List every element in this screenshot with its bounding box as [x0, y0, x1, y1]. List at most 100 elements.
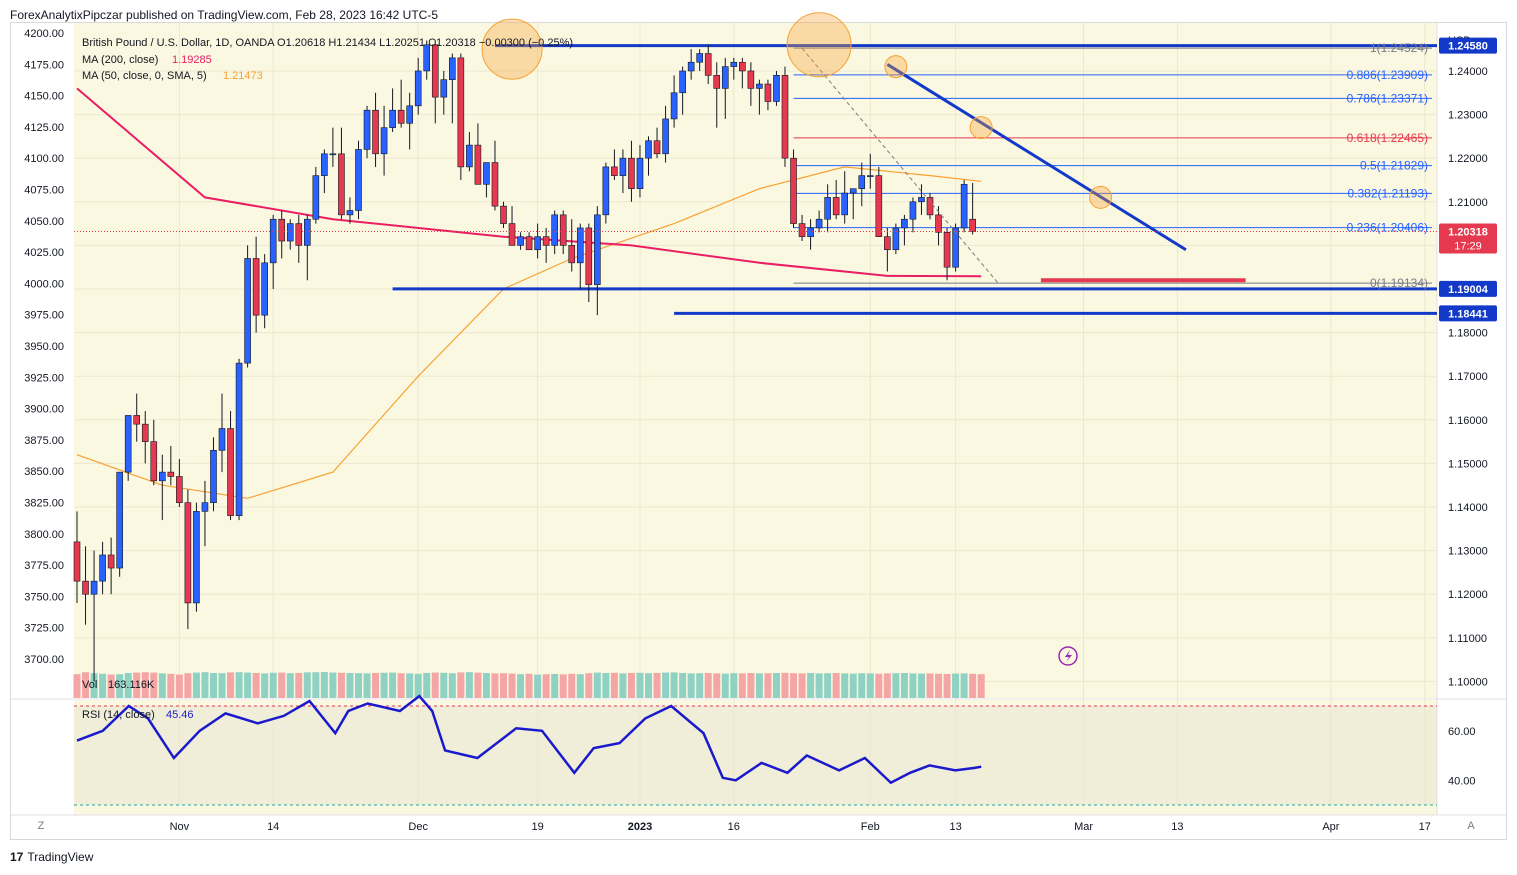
left-axis: 4200.00 4175.00 4150.00 4125.00 4100.00 4075.…	[24, 28, 64, 666]
candle-body	[798, 223, 806, 237]
price-tick-label: 1.12000	[1448, 589, 1488, 601]
price-tags: 1.24580 1.19004 1.18441 1.20318 17:29	[74, 37, 1497, 322]
candle-body	[261, 262, 268, 316]
volume-bar	[576, 674, 584, 698]
volume-bar	[798, 673, 806, 698]
level-tag: 1.24580	[1448, 41, 1488, 53]
volume-bar	[389, 672, 397, 698]
volume-bar	[900, 672, 908, 698]
volume-bar	[465, 672, 473, 698]
volume-bar	[952, 673, 960, 698]
current-price-tag: 1.20318	[1448, 227, 1488, 239]
volume-bar	[764, 673, 772, 698]
fib-level-label: 0.786(1.23371)	[1347, 91, 1428, 105]
volume-bar	[354, 673, 362, 698]
candle-body	[406, 105, 413, 124]
volume-bar	[534, 674, 542, 698]
time-tick-label: 14	[267, 821, 279, 833]
candle-body	[713, 75, 721, 89]
fib-level-label: 0.5(1.21829)	[1360, 159, 1428, 173]
volume-bar	[73, 674, 81, 698]
volume-bar	[960, 673, 968, 698]
candle-body	[124, 415, 132, 473]
price-axis[interactable]: 1.240001.230001.220001.210001.200001.190…	[1448, 66, 1488, 688]
left-tick-label: 3850.00	[24, 466, 64, 478]
volume-bar	[482, 672, 490, 698]
volume-bar	[662, 672, 670, 698]
rsi-band	[74, 706, 1437, 805]
auto-scale-button[interactable]: A	[1467, 820, 1475, 832]
candle-body	[235, 362, 243, 517]
volume-bar	[738, 673, 746, 698]
volume-bar	[184, 673, 192, 698]
fib-level-label: 0.886(1.23909)	[1347, 68, 1428, 82]
candle-body	[875, 175, 883, 237]
candle-body	[278, 218, 286, 242]
left-tick-label: 4175.00	[24, 59, 64, 71]
price-tick-label: 1.24000	[1448, 66, 1488, 78]
volume-bar	[363, 673, 371, 698]
left-tick-label: 3950.00	[24, 341, 64, 353]
candle-body	[602, 166, 610, 216]
zoom-button[interactable]: Z	[38, 820, 45, 832]
fibonacci-retracement[interactable]: 1(1.24524) 0.886(1.23909) 0.786(1.23371) 0.…	[793, 41, 1432, 290]
price-tick-label: 1.17000	[1448, 371, 1488, 383]
time-tick-label: 17	[1419, 821, 1431, 833]
legend-volume-value: 163.116K	[108, 679, 155, 691]
volume-bar	[670, 672, 678, 698]
volume-bar	[585, 673, 593, 698]
ma200-line	[76, 87, 982, 278]
left-tick-label: 4025.00	[24, 247, 64, 259]
candle-body	[747, 70, 755, 89]
price-tick-label: 1.10000	[1448, 676, 1488, 688]
left-tick-label: 3700.00	[24, 654, 64, 666]
candle-body	[568, 245, 576, 264]
volume-bar	[935, 673, 943, 698]
drawings[interactable]	[481, 12, 1246, 284]
candle-body	[884, 236, 891, 251]
level-tag-bg	[1439, 37, 1497, 54]
volume-bar	[329, 672, 337, 698]
volume-bar	[167, 673, 175, 698]
volume-bar	[380, 672, 388, 698]
candle-body	[662, 118, 669, 155]
chart-frame	[10, 22, 1507, 840]
candle-body	[559, 214, 567, 246]
candle-body	[440, 79, 448, 98]
volume-bar	[645, 673, 653, 698]
replay-lightning-icon[interactable]	[1058, 646, 1078, 666]
time-axis[interactable]: Nov 14 Dec 19 2023 16 Feb 13 Mar 13 Apr 17 Z A	[38, 820, 1476, 833]
candle-body	[926, 197, 934, 216]
candle-body	[764, 83, 772, 102]
legend-ma200-label: MA (200, close)	[82, 54, 158, 66]
volume-bar	[107, 674, 115, 698]
volume-bar	[875, 673, 883, 698]
candle-body	[918, 197, 925, 203]
volume-bar	[610, 672, 618, 698]
volume-bar	[841, 673, 849, 698]
level-tag: 1.18441	[1448, 308, 1488, 320]
candle-body	[508, 223, 516, 246]
volume-bar	[909, 673, 917, 698]
candle-body	[90, 580, 98, 595]
volume-bar	[133, 672, 141, 698]
volume-bar	[431, 672, 439, 698]
candle-body	[858, 175, 866, 189]
volume-bar	[704, 672, 712, 698]
volume-bar	[559, 674, 567, 698]
candle-body	[176, 476, 183, 503]
volume-bar	[320, 672, 328, 698]
horizontal-levels[interactable]	[392, 44, 1437, 315]
volume-bar	[286, 673, 294, 698]
candle-body	[312, 175, 320, 220]
candle-body	[159, 471, 166, 482]
volume-bar	[807, 672, 815, 698]
candle-body	[218, 428, 226, 451]
left-tick-label: 4100.00	[24, 153, 64, 165]
volume-bar	[747, 672, 755, 698]
volume-bar	[158, 673, 166, 698]
candle-body	[457, 57, 465, 168]
fib-anchor-line	[801, 47, 999, 284]
candle-body	[585, 227, 593, 285]
